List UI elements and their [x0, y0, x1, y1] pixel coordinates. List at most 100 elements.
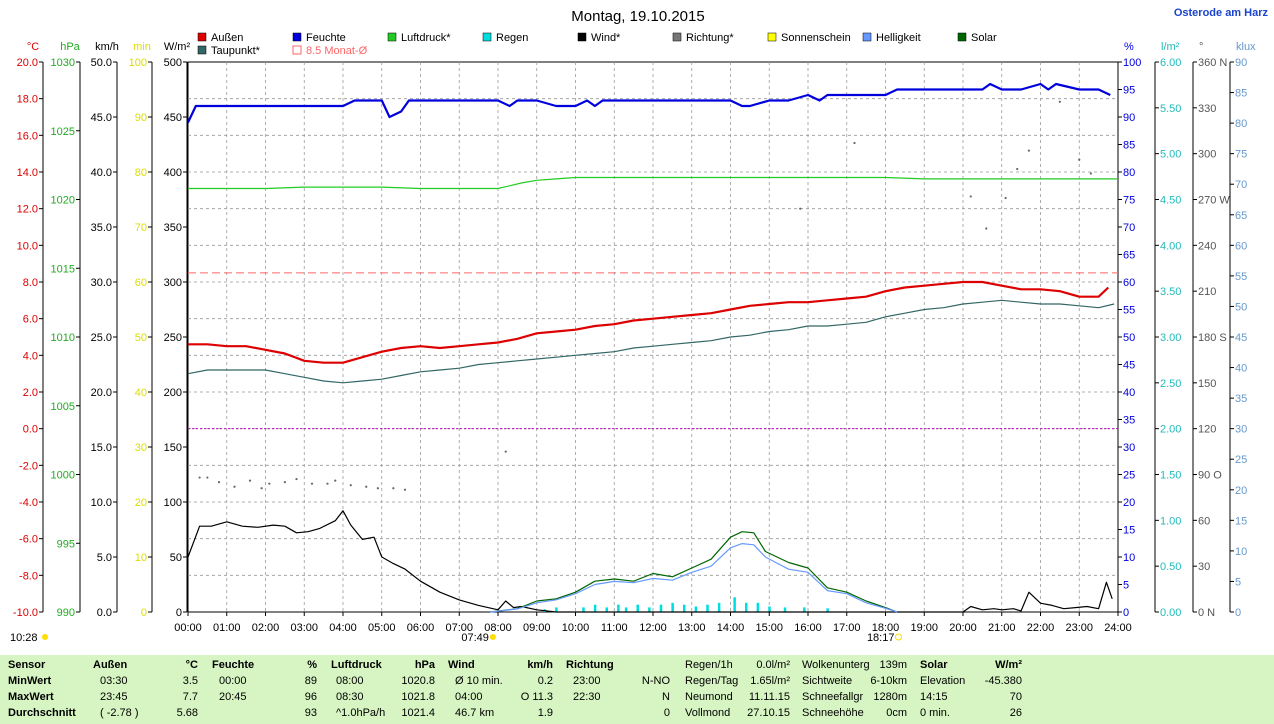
- axis-tick-label: 1020: [51, 195, 75, 207]
- series-line-helligkeit: [490, 542, 898, 613]
- wind-value: 1.9: [537, 707, 553, 719]
- legend-swatch: [672, 32, 682, 42]
- axis-tick-label: 60: [1235, 240, 1247, 252]
- luftdruck-time: 08:30: [336, 691, 364, 703]
- axis-unit: l/m²: [1161, 41, 1180, 53]
- legend-label: Sonnenschein: [781, 32, 851, 44]
- axis-tick-label: 25.0: [91, 332, 112, 344]
- axis-tick-label: 500: [164, 57, 182, 69]
- wolken-label: Sichtweite: [802, 675, 853, 687]
- axis-tick-label: 10: [135, 552, 147, 564]
- axis-tick-label: -6.0: [19, 534, 38, 546]
- wind-time: 46.7 km: [455, 707, 495, 719]
- axis-tick-label: 6.0: [23, 314, 38, 326]
- direction-point: [268, 482, 271, 485]
- sunrise-label: 07:49: [461, 632, 489, 644]
- x-axis-tick-label: 21:00: [988, 622, 1016, 634]
- x-axis-tick-label: 22:00: [1027, 622, 1055, 634]
- axis-tick-label: 150: [1198, 378, 1216, 390]
- axis-tick-label: 80: [135, 167, 147, 179]
- direction-point: [206, 476, 209, 479]
- luftdruck-time: ^1.0hPa/h: [336, 707, 386, 719]
- regen-value: 27.10.15: [747, 707, 790, 719]
- x-axis-tick-label: 19:00: [910, 622, 938, 634]
- axis-tick-label: 45.0: [91, 112, 112, 124]
- axis-tick-label: 30: [135, 442, 147, 454]
- axis-tick-label: 20.0: [91, 387, 112, 399]
- axis-tick-label: 55: [1235, 271, 1247, 283]
- chart-title: Montag, 19.10.2015: [571, 8, 704, 25]
- axis-tick-label: 75: [1123, 195, 1135, 207]
- direction-point: [799, 207, 802, 210]
- legend-label: Feuchte: [306, 32, 346, 44]
- wind-header: Wind: [448, 659, 475, 671]
- direction-point: [1058, 100, 1061, 103]
- axis-tick-label: 15: [1235, 515, 1247, 527]
- direction-point: [334, 479, 337, 482]
- axis-unit: hPa: [60, 41, 80, 53]
- sunset-icon: [894, 633, 902, 641]
- axis-tick-label: 2.50: [1160, 378, 1181, 390]
- rain-bar: [671, 602, 674, 612]
- legend-swatch: [197, 45, 207, 55]
- axis-tick-label: 85: [1235, 88, 1247, 100]
- legend-swatch: [292, 32, 302, 42]
- direction-point: [248, 479, 252, 482]
- series-line-wind: [187, 510, 1113, 613]
- axis-tick-label: -8.0: [19, 570, 38, 582]
- x-axis-tick-label: 14:00: [717, 622, 745, 634]
- legend-label: Regen: [496, 32, 528, 44]
- legend-label: Luftdruck*: [401, 32, 451, 44]
- x-axis-tick-label: 09:00: [523, 622, 551, 634]
- rain-bar: [624, 607, 628, 612]
- axis-unit: W/m²: [164, 41, 191, 53]
- axis-tick-label: 1010: [51, 332, 75, 344]
- legend-label: Taupunkt*: [211, 45, 261, 57]
- reference-lines: [188, 272, 1118, 430]
- axis-tick-label: 3.00: [1160, 332, 1181, 344]
- axis-tick-label: 40.0: [91, 167, 112, 179]
- direction-point: [969, 195, 972, 198]
- x-axis-tick-label: 06:00: [407, 622, 435, 634]
- axis-tick-label: 60: [135, 277, 147, 289]
- axis-unit: %: [1124, 41, 1134, 53]
- wind-unit: km/h: [527, 659, 553, 671]
- axis-tick-label: 5.50: [1160, 103, 1181, 115]
- x-axis-tick-label: 24:00: [1104, 622, 1132, 634]
- feuchte-time: 20:45: [219, 691, 247, 703]
- axis-tick-label: 1015: [51, 263, 75, 275]
- legend-label: 8.5 Monat-Ø: [306, 45, 368, 57]
- axis-tick-label: -4.0: [19, 497, 38, 509]
- weather-chart: Montag, 19.10.2015 Osterode am Harz Auße…: [10, 7, 1268, 644]
- x-axis-tick-label: 08:00: [484, 622, 512, 634]
- rain-bar: [593, 604, 597, 612]
- sensor-row-min: MinWert: [8, 675, 52, 687]
- axis-tick-label: 2.00: [1160, 424, 1181, 436]
- axis-tick-label: 100: [164, 497, 182, 509]
- legend-swatch: [197, 32, 207, 42]
- direction-point: [349, 484, 352, 487]
- x-axis-tick-label: 15:00: [755, 622, 783, 634]
- luftdruck-value: 1021.8: [401, 691, 435, 703]
- axis-tick-label: 250: [164, 332, 182, 344]
- legend: Außen Feuchte Luftdruck* Regen Wind* Richtung…: [197, 32, 997, 57]
- axis-tick-label: 40: [135, 387, 147, 399]
- axis-unit: °: [1199, 41, 1203, 53]
- axis-unit: min: [133, 41, 151, 53]
- axis-tick-label: 15: [1123, 525, 1135, 537]
- axis-tick-label: 1030: [51, 57, 75, 69]
- axis-tick-label: 25: [1123, 470, 1135, 482]
- series-line-luftdruck: [188, 176, 1118, 190]
- axis-tick-label: 330: [1198, 103, 1216, 115]
- axis-tick-label: 85: [1123, 140, 1135, 152]
- direction-point: [985, 227, 988, 230]
- solar-value: 26: [1009, 707, 1022, 719]
- axis-tick-label: 240: [1198, 240, 1216, 252]
- direction-point: [217, 481, 221, 484]
- rain-bar: [605, 607, 608, 612]
- solar-label: Elevation: [920, 675, 966, 687]
- x-axis-tick-label: 02:00: [252, 622, 280, 634]
- x-axis-tick-label: 18:00: [872, 622, 900, 634]
- richtung-header: Richtung: [566, 659, 614, 671]
- aussen-time: 23:45: [100, 691, 128, 703]
